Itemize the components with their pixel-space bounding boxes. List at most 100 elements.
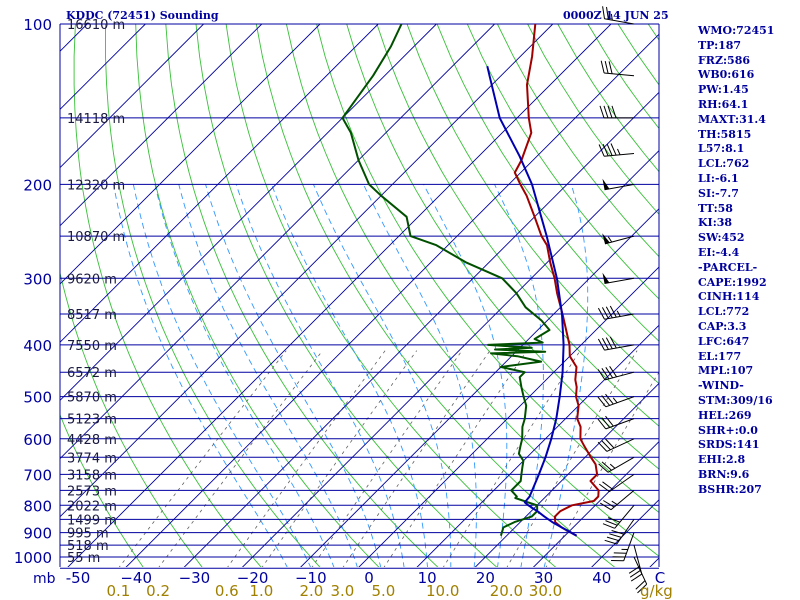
moist-adiabat	[205, 184, 382, 567]
pressure-label: 800	[23, 497, 52, 515]
wind-barb	[597, 393, 635, 408]
temperature-tick-label: −30	[179, 569, 211, 587]
wind-barb	[600, 60, 635, 77]
dry-adiabat	[406, 24, 659, 385]
index-row: SW:452	[698, 231, 745, 245]
isotherm	[60, 24, 379, 343]
mixing-ratio-line	[342, 350, 491, 567]
index-row: STM:309/16	[698, 393, 773, 407]
height-label: 6572 m	[67, 366, 117, 381]
moist-adiabat	[271, 184, 428, 567]
moist-adiabat	[235, 184, 405, 567]
isotherm	[358, 266, 659, 567]
moist-adiabat	[154, 184, 335, 567]
mixing-ratio-line	[443, 350, 581, 567]
mixing-ratio-line	[383, 350, 528, 567]
index-row: -PARCEL-	[698, 260, 758, 274]
mixing-ratio-label: 10.0	[426, 582, 459, 600]
moist-adiabat	[132, 184, 312, 567]
mixing-ratio-label: 5.0	[371, 582, 395, 600]
temperature-tick-label: 10	[418, 569, 437, 587]
wind-barb	[628, 544, 643, 582]
temperature-tick-label: 30	[534, 569, 553, 587]
index-row: FRZ:586	[698, 53, 751, 67]
isotherm	[125, 33, 659, 567]
stability-indices-panel: WMO:72451 TP:187 FRZ:586 WB0:616 PW:1.45 RH:6…	[698, 24, 800, 498]
dry-adiabat	[496, 24, 659, 258]
mixing-ratio-label: 0.2	[146, 582, 170, 600]
isotherm	[532, 440, 659, 567]
height-label: 12320 m	[67, 178, 125, 193]
dry-adiabat	[466, 24, 659, 300]
height-label: 7550 m	[67, 339, 117, 354]
isotherm	[183, 91, 659, 567]
isotherm	[241, 149, 659, 567]
moist-adiabat	[178, 184, 358, 567]
index-row: SI:-7.7	[698, 186, 739, 200]
pressure-label: 1000	[14, 549, 52, 567]
index-row: EHI:2.8	[698, 453, 746, 467]
moist-adiabat	[543, 184, 589, 567]
wind-barb	[599, 490, 635, 511]
wind-barb	[611, 532, 635, 562]
mixing-ratio-label: 2.0	[299, 582, 323, 600]
wind-barb	[597, 336, 635, 351]
isotherm	[60, 24, 495, 460]
height-label: 4428 m	[67, 433, 117, 448]
wind-barb	[597, 305, 635, 320]
index-row: KI:38	[698, 216, 733, 230]
mixing-ratio-unit: g/kg	[640, 582, 673, 600]
index-row: LI:-6.1	[698, 171, 739, 185]
wind-barb	[602, 6, 635, 25]
moist-adiabat	[113, 184, 288, 567]
mixing-ratio-line	[261, 350, 418, 567]
moist-adiabat	[494, 184, 544, 567]
isotherm	[60, 24, 554, 518]
pressure-label: 100	[23, 16, 52, 34]
pressure-label: 300	[23, 270, 52, 288]
height-label: 2022 m	[67, 499, 117, 514]
index-row: TH:5815	[698, 127, 752, 141]
index-row: L57:8.1	[698, 142, 745, 156]
parcel-trace	[486, 65, 578, 537]
wind-barb	[597, 415, 635, 430]
height-label: 9620 m	[67, 272, 117, 287]
height-label: 5870 m	[67, 391, 117, 406]
temperature-tick-label: 0	[364, 569, 374, 587]
height-label: 1499 m	[67, 513, 117, 528]
dry-adiabat	[436, 24, 659, 342]
index-row: -WIND-	[698, 379, 744, 393]
isotherm	[474, 382, 659, 567]
mixing-ratio-line	[311, 350, 463, 567]
mixing-ratio-label: 3.0	[330, 582, 354, 600]
height-label: 16610 m	[67, 18, 125, 33]
index-row: RH:64.1	[698, 97, 749, 111]
wind-barb	[602, 504, 635, 529]
height-label: 3158 m	[67, 468, 117, 483]
height-label: 3774 m	[67, 451, 117, 466]
index-row: HEL:269	[698, 408, 752, 422]
index-row: LFC:647	[698, 334, 750, 348]
height-label: 518 m	[67, 539, 109, 554]
temperature-tick-label: -50	[66, 569, 91, 587]
height-label: 995 m	[67, 527, 109, 542]
index-row: SRDS:141	[698, 438, 760, 452]
pressure-unit-label: mb	[33, 571, 56, 587]
index-row: WB0:616	[698, 68, 755, 82]
isotherm	[60, 24, 204, 169]
wind-barb	[602, 233, 635, 245]
dry-adiabat	[376, 24, 659, 427]
isotherm	[60, 24, 321, 285]
index-row: BRN:9.6	[698, 467, 750, 481]
temperature-tick-label: −40	[120, 569, 152, 587]
index-row: MAXT:31.4	[698, 112, 766, 126]
temperature-tick-label: C	[655, 569, 665, 587]
height-label: 2573 m	[67, 484, 117, 499]
temperature-tick-label: −20	[237, 569, 269, 587]
index-row: EI:-4.4	[698, 245, 740, 259]
dewpoint-trace	[341, 24, 551, 536]
temperature-tick-label: −10	[295, 569, 327, 587]
isotherm	[67, 24, 612, 567]
mixing-ratio-line	[158, 350, 323, 567]
